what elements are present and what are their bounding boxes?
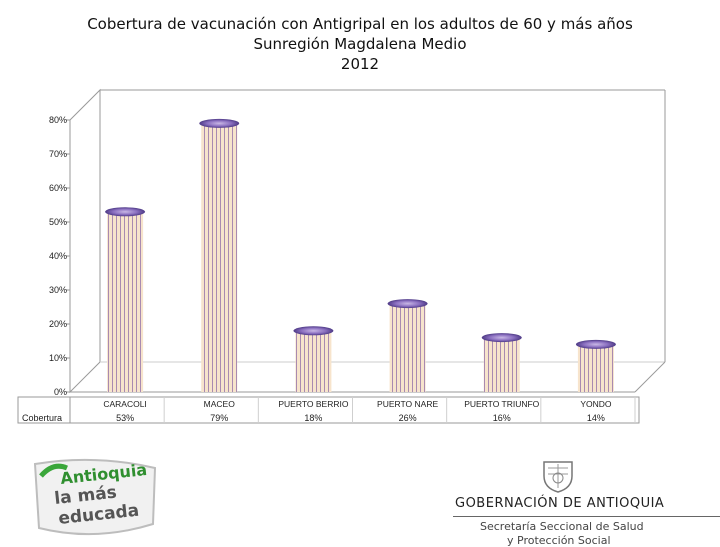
data-label: 18% — [304, 413, 322, 423]
secretaria-line-1: Secretaría Seccional de Salud — [480, 520, 644, 533]
y-tick-label: 50% — [49, 217, 67, 227]
y-tick-label: 0% — [54, 387, 67, 397]
gobernacion-logo: GOBERNACIÓN DE ANTIOQUIA Secretaría Secc… — [445, 456, 720, 547]
series-name: Cobertura — [22, 413, 62, 423]
data-label: 16% — [493, 413, 511, 423]
bar-cap — [293, 326, 334, 336]
bar — [483, 337, 520, 392]
bar-cap — [105, 207, 146, 217]
bar — [201, 123, 238, 393]
bar-chart: 0% 10% 20% 30% 40% 50% 60% 70% 80% Cobertura CARA… — [17, 88, 666, 424]
category-label: YONDO — [580, 399, 612, 409]
category-label: PUERTO BERRIO — [278, 399, 348, 409]
category-label: PUERTO TRIUNFO — [464, 399, 539, 409]
divider — [453, 516, 720, 517]
floor-right-edge — [634, 361, 666, 393]
data-table: Cobertura CARACOLI 53% MACEO 79% PUERTO BERRI… — [17, 396, 640, 424]
bar — [389, 303, 426, 392]
coat-of-arms-icon — [543, 461, 573, 493]
y-tick-label: 30% — [49, 285, 67, 295]
bar — [107, 211, 144, 392]
category-label: MACEO — [204, 399, 236, 409]
y-tick-label: 40% — [49, 251, 67, 261]
chart-title-line-1: Cobertura de vacunación con Antigripal e… — [87, 15, 633, 33]
category-label: PUERTO NARE — [377, 399, 438, 409]
bar-cap — [199, 118, 240, 128]
bar — [577, 344, 614, 392]
gobernacion-name: GOBERNACIÓN DE ANTIOQUIA — [455, 496, 665, 511]
data-label: 14% — [587, 413, 605, 423]
y-tick-label: 80% — [49, 115, 67, 125]
chart-title-line-3: 2012 — [340, 55, 380, 73]
data-label: 53% — [116, 413, 134, 423]
data-label: 26% — [399, 413, 417, 423]
bar-cap — [575, 339, 616, 349]
chart-title: Cobertura de vacunación con Antigripal e… — [0, 14, 720, 74]
table-border — [17, 396, 640, 424]
y-tick-label: 70% — [49, 149, 67, 159]
secretaria-line-2: y Protección Social — [507, 534, 611, 547]
bar — [295, 330, 332, 392]
y-tick-label: 10% — [49, 353, 67, 363]
bars — [105, 118, 616, 393]
axes: 0% 10% 20% 30% 40% 50% 60% 70% 80% — [49, 88, 666, 397]
data-label: 79% — [210, 413, 228, 423]
category-label: CARACOLI — [103, 399, 146, 409]
bar-cap — [481, 333, 522, 343]
chart-title-line-2: Sunregión Magdalena Medio — [253, 35, 467, 53]
bar-cap — [387, 299, 428, 309]
y-tick-label: 60% — [49, 183, 67, 193]
antioquia-logo: Antioquia la más educada — [25, 458, 165, 536]
side-wall — [69, 88, 101, 394]
y-tick-label: 20% — [49, 319, 67, 329]
